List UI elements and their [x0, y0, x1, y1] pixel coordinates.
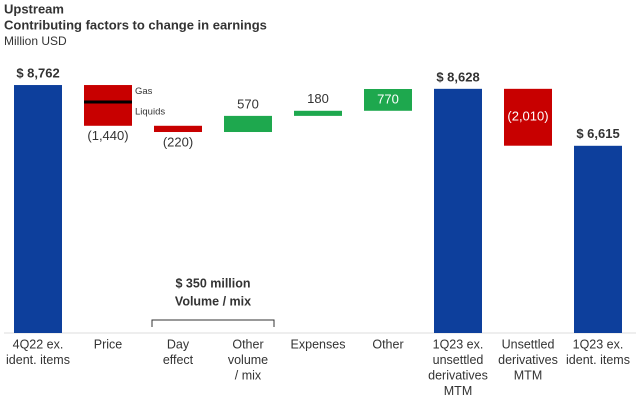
- x-tick-label: effect: [163, 353, 194, 367]
- bar: [434, 88, 482, 333]
- x-tick-label: derivatives: [498, 353, 558, 367]
- value-label: 770: [377, 91, 399, 106]
- value-label: 570: [237, 96, 259, 111]
- bracket-label: $ 350 million: [175, 276, 250, 290]
- value-label: (1,440): [87, 128, 128, 143]
- x-tick-label: ident. items: [566, 353, 630, 367]
- x-tick-label: Day: [167, 337, 190, 351]
- value-label: $ 6,615: [576, 126, 619, 141]
- bar: [154, 125, 202, 133]
- chart-subtitle: Contributing factors to change in earnin…: [4, 17, 267, 32]
- x-tick-label: volume: [228, 353, 268, 367]
- value-label: 180: [307, 91, 329, 106]
- part-label: Gas: [135, 86, 153, 97]
- x-tick-label: Expenses: [291, 337, 346, 351]
- x-tick-label: MTM: [444, 384, 472, 395]
- x-tick-label: 1Q23 ex.: [433, 337, 484, 351]
- x-tick-label: unsettled: [433, 353, 484, 367]
- bracket: [151, 319, 275, 327]
- x-tick-label: / mix: [235, 368, 262, 382]
- bar: [294, 110, 342, 116]
- bar: [84, 85, 132, 126]
- x-tick-label: 4Q22 ex.: [13, 337, 64, 351]
- x-tick-label: MTM: [514, 368, 542, 382]
- value-label: (220): [163, 134, 193, 149]
- x-tick-label: Other: [372, 337, 403, 351]
- x-tick-label: ident. items: [6, 353, 70, 367]
- bar: [224, 115, 272, 133]
- part-label: Liquids: [135, 106, 165, 117]
- bracket-label: Volume / mix: [175, 294, 251, 308]
- value-label: (2,010): [507, 109, 548, 124]
- unit-label: Million USD: [4, 34, 67, 48]
- value-label: $ 8,762: [16, 65, 59, 80]
- x-tick-label: Other: [232, 337, 263, 351]
- bar: [504, 88, 552, 146]
- bar: [14, 85, 62, 333]
- bar: [574, 145, 622, 333]
- value-label: $ 8,628: [436, 69, 479, 84]
- x-tick-label: 1Q23 ex.: [573, 337, 624, 351]
- x-tick-label: derivatives: [428, 368, 488, 382]
- chart-title: Upstream: [4, 1, 64, 16]
- x-tick-label: Unsettled: [502, 337, 555, 351]
- bar: [364, 88, 412, 111]
- x-tick-label: Price: [94, 337, 123, 351]
